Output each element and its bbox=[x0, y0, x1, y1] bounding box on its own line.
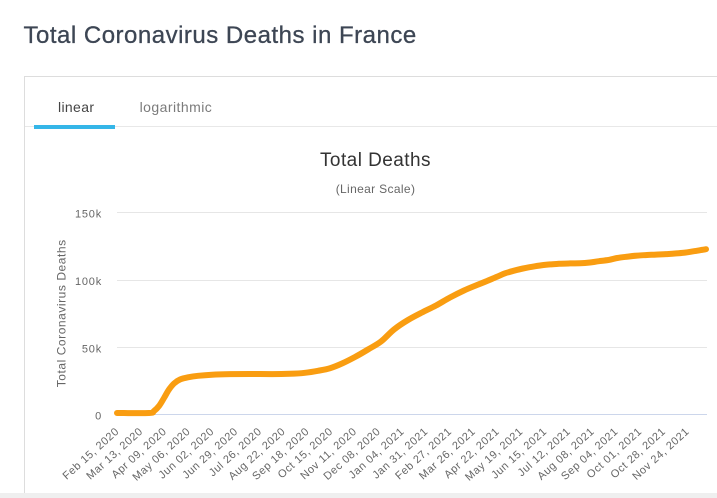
svg-text:Total Deaths: Total Deaths bbox=[320, 150, 431, 171]
svg-text:0: 0 bbox=[95, 410, 102, 422]
svg-text:150k: 150k bbox=[75, 208, 102, 220]
svg-text:100k: 100k bbox=[75, 276, 102, 288]
svg-text:50k: 50k bbox=[82, 343, 102, 355]
svg-text:Total Coronavirus Deaths: Total Coronavirus Deaths bbox=[54, 239, 68, 387]
svg-text:(Linear Scale): (Linear Scale) bbox=[336, 182, 416, 196]
